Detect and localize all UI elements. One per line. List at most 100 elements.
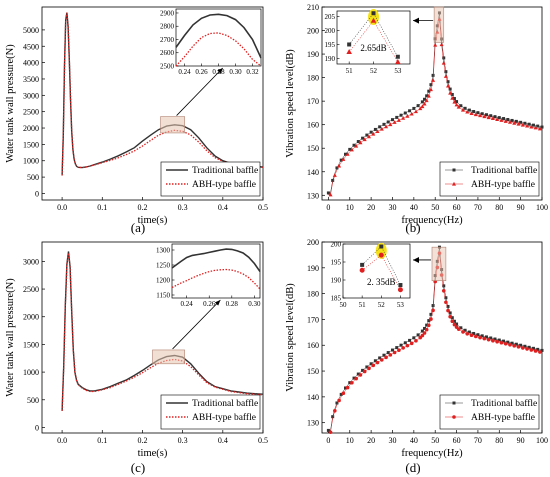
inset-point-traditional	[379, 244, 384, 249]
x-tick-label: 20	[367, 203, 375, 212]
y-tick-label: 130	[307, 419, 319, 428]
data-point	[390, 118, 394, 122]
data-point	[420, 329, 424, 333]
data-point	[429, 312, 433, 316]
data-point	[527, 122, 531, 126]
data-point	[339, 392, 343, 396]
inset-series-abh	[175, 32, 262, 67]
data-point	[490, 116, 495, 121]
data-point	[428, 87, 433, 92]
x-tick-label: 0.3	[178, 203, 188, 212]
inset-x-tick-label: 0.32	[246, 68, 259, 76]
data-point	[350, 381, 354, 385]
data-point	[448, 314, 452, 319]
legend-entry: ABH-type baffle	[471, 412, 535, 423]
data-point	[405, 343, 410, 348]
data-point	[362, 137, 367, 142]
data-point	[326, 428, 330, 432]
x-tick-label: 20	[367, 436, 375, 445]
data-point	[446, 308, 450, 313]
data-point	[362, 369, 367, 374]
plot-frame	[321, 241, 543, 434]
legend-entry: Traditional baffle	[471, 398, 537, 409]
y-tick-label: 180	[307, 74, 319, 83]
data-point	[420, 100, 424, 104]
panel-label: (b)	[405, 220, 420, 235]
x-tick-label: 90	[517, 203, 525, 212]
inset-y-tick-label: 195	[325, 41, 336, 49]
inset-plot: 0.24 0.26 0.28 0.30 1150 1200 1250 1300	[156, 243, 261, 308]
data-point	[510, 341, 514, 345]
data-point	[527, 345, 531, 349]
y-tick-label: 3000	[23, 91, 39, 100]
data-point	[441, 60, 446, 65]
data-point	[512, 344, 517, 348]
x-tick-label: 0.1	[97, 436, 107, 445]
inset-y-tick-label: 1150	[156, 292, 170, 300]
data-point	[328, 192, 333, 197]
data-point	[349, 147, 354, 152]
data-point	[536, 124, 540, 128]
zoom-arrow-head	[217, 68, 223, 74]
data-point	[502, 117, 506, 121]
data-point	[361, 136, 365, 140]
data-point	[388, 353, 393, 357]
legend-entry: Traditional baffle	[471, 165, 537, 176]
data-point	[339, 158, 343, 162]
data-point	[520, 346, 525, 350]
data-point	[356, 372, 360, 376]
x-tick-label: 40	[410, 203, 418, 212]
inset-point-abh	[397, 287, 403, 293]
y-tick-label: 150	[307, 144, 319, 153]
data-point	[486, 115, 491, 120]
data-point	[516, 345, 521, 349]
series-line-traditional	[61, 251, 264, 411]
data-point	[333, 408, 337, 413]
data-point	[379, 126, 384, 131]
data-point	[413, 109, 418, 114]
data-point	[443, 74, 448, 78]
data-point	[367, 366, 371, 371]
data-point	[332, 173, 337, 177]
data-point	[493, 115, 497, 119]
inset-point-abh	[359, 267, 365, 273]
data-point	[450, 319, 455, 324]
inset-y-tick-label: 205	[325, 13, 336, 21]
y-tick-label: 140	[307, 168, 319, 177]
inset-point-abh	[346, 49, 352, 55]
inset-y-tick-label: 2900	[160, 9, 175, 17]
data-point	[345, 385, 350, 390]
data-point	[525, 123, 530, 128]
y-tick-label: 2500	[23, 285, 39, 294]
x-axis-label: frequency(Hz)	[401, 215, 463, 226]
data-point	[456, 327, 461, 331]
data-point	[455, 322, 459, 326]
data-point	[465, 331, 470, 336]
x-tick-label: 0.0	[57, 203, 67, 212]
data-point	[341, 391, 346, 396]
plot-frame	[41, 241, 264, 434]
data-point	[416, 333, 420, 337]
data-point	[343, 152, 347, 156]
inset-x-tick-label: 53	[394, 67, 402, 75]
y-tick-label: 3000	[23, 257, 39, 266]
data-point	[478, 335, 482, 340]
data-point	[382, 122, 386, 126]
data-point	[516, 121, 521, 126]
y-tick-label: 210	[307, 3, 319, 12]
data-point	[493, 337, 497, 341]
delta-annotation: 2.65dB	[360, 43, 386, 53]
peak-highlight	[375, 242, 387, 259]
legend-marker	[452, 168, 456, 172]
inset-x-tick-label: 0.30	[248, 300, 261, 308]
inset-point-abh	[370, 17, 377, 23]
data-point	[537, 126, 542, 131]
inset-series-abh	[171, 268, 261, 290]
series-points-traditional	[326, 245, 544, 432]
data-point	[331, 178, 335, 182]
data-point	[328, 430, 333, 435]
panel-label: (a)	[131, 220, 145, 235]
series-points-abh	[328, 16, 543, 197]
data-point	[431, 308, 435, 313]
